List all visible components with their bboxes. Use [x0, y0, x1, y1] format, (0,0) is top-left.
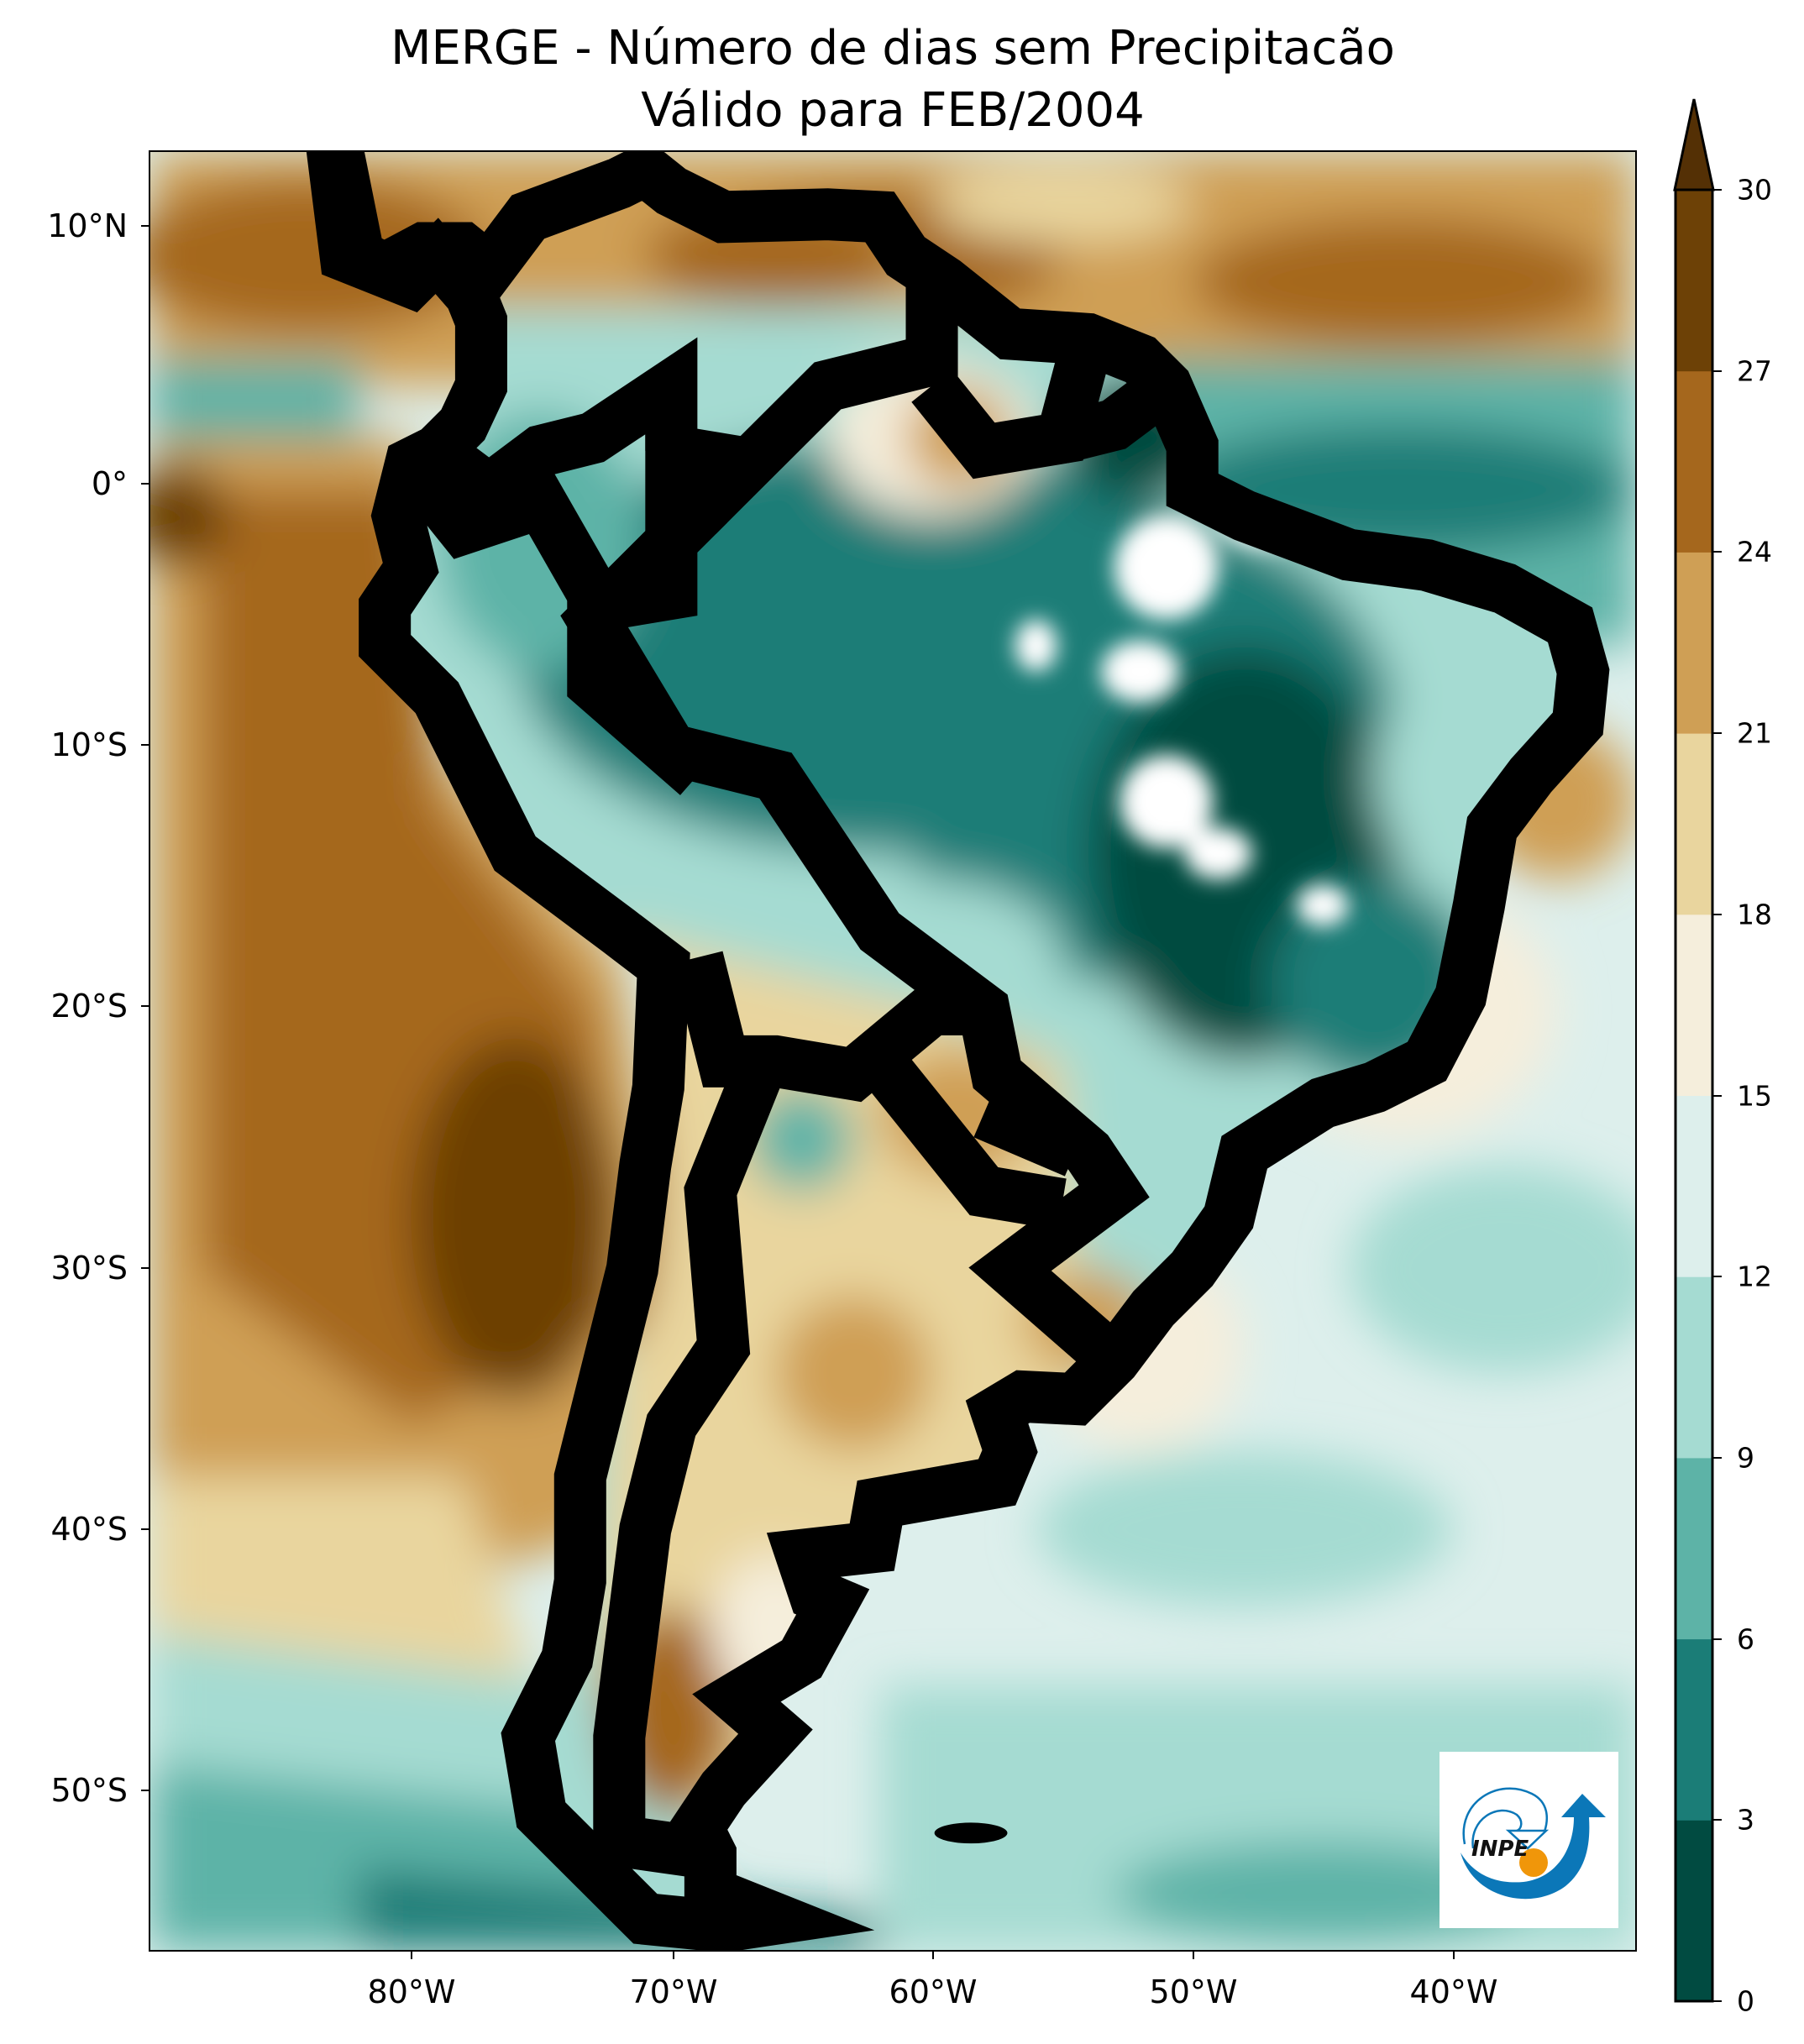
lon-label-40w: 40°W — [1409, 1973, 1498, 2010]
lon-tick — [411, 1952, 412, 1959]
colorbar-segment — [1675, 1820, 1713, 2002]
lat-tick — [141, 1267, 149, 1269]
colorbar-label: 15 — [1737, 1079, 1772, 1112]
inpe-logo-icon: INPE — [1461, 1787, 1606, 1900]
lat-tick — [141, 225, 149, 227]
lat-label-0: 0° — [91, 465, 128, 502]
lat-tick — [141, 744, 149, 746]
colorbar-tick — [1713, 1276, 1722, 1278]
colorbar-tick — [1713, 1456, 1722, 1459]
lon-label-70w: 70°W — [629, 1973, 718, 2010]
map-title: MERGE - Número de dias sem Precipitacão — [391, 21, 1395, 76]
colorbar-label: 27 — [1737, 354, 1772, 388]
lon-tick — [673, 1952, 674, 1959]
lat-label-40s: 40°S — [50, 1511, 128, 1548]
colorbar-label: 0 — [1737, 1984, 1754, 2018]
colorbar-segment — [1675, 552, 1713, 734]
colorbar-frame — [1674, 188, 1714, 2003]
colorbar-label: 30 — [1737, 173, 1772, 207]
lat-tick — [141, 1528, 149, 1530]
colorbar-segment — [1675, 1276, 1713, 1459]
colorbar-label: 6 — [1737, 1622, 1754, 1656]
lat-label-10n: 10°N — [47, 207, 128, 244]
colorbar-label: 3 — [1737, 1803, 1754, 1837]
colorbar-label: 9 — [1737, 1441, 1754, 1475]
lon-tick — [1453, 1952, 1455, 1959]
colorbar-label: 18 — [1737, 898, 1772, 931]
colorbar-label: 12 — [1737, 1260, 1772, 1293]
colorbar-segment — [1675, 733, 1713, 915]
colorbar-tick — [1713, 189, 1722, 191]
lat-label-20s: 20°S — [50, 988, 128, 1025]
colorbar-segment — [1675, 914, 1713, 1096]
lon-label-50w: 50°W — [1149, 1973, 1238, 2010]
colorbar-tick — [1713, 1819, 1722, 1821]
colorbar-graphic — [1673, 98, 1715, 2003]
colorbar-extend-arrow — [1673, 98, 1715, 191]
colorbar-tick — [1713, 551, 1722, 553]
colorbar-label: 21 — [1737, 716, 1772, 750]
colorbar-segment — [1675, 1638, 1713, 1821]
lat-tick — [141, 1790, 149, 1791]
map-canvas — [150, 152, 1635, 1950]
colorbar-tick — [1713, 369, 1722, 372]
lon-label-80w: 80°W — [367, 1973, 456, 2010]
lon-label-60w: 60°W — [889, 1973, 978, 2010]
lat-tick — [141, 483, 149, 485]
inpe-logo-text: INPE — [1471, 1837, 1529, 1862]
colorbar-tick — [1713, 1094, 1722, 1097]
lat-label-30s: 30°S — [50, 1250, 128, 1287]
colorbar-segment — [1675, 370, 1713, 553]
precipitation-map — [149, 150, 1637, 1952]
colorbar-tick — [1713, 1638, 1722, 1640]
colorbar-tick — [1713, 2000, 1722, 2002]
colorbar — [1673, 98, 1715, 2003]
lat-label-50s: 50°S — [50, 1772, 128, 1809]
inpe-logo: INPE — [1440, 1752, 1618, 1928]
lat-label-10s: 10°S — [50, 726, 128, 763]
colorbar-tick — [1713, 732, 1722, 735]
colorbar-segment — [1675, 190, 1713, 372]
lon-tick — [932, 1952, 934, 1959]
lon-tick — [1193, 1952, 1194, 1959]
colorbar-tick — [1713, 913, 1722, 915]
colorbar-segment — [1675, 1457, 1713, 1640]
map-subtitle: Válido para FEB/2004 — [641, 83, 1145, 138]
colorbar-segment — [1675, 1095, 1713, 1277]
lat-tick — [141, 1005, 149, 1007]
colorbar-label: 24 — [1737, 535, 1772, 569]
